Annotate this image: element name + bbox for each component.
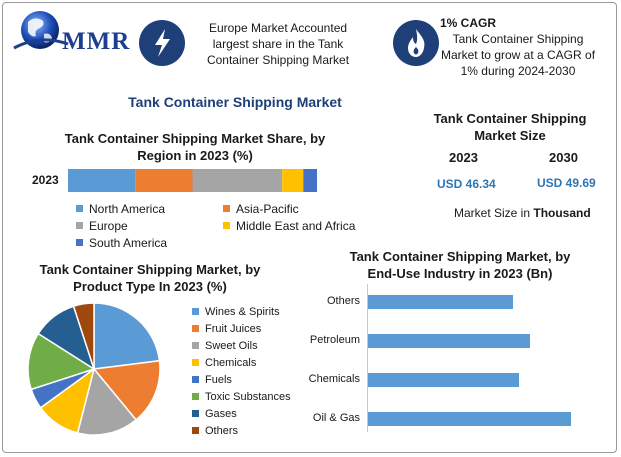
product-pie-chart xyxy=(27,302,161,436)
pie-legend-item: Others xyxy=(192,425,238,437)
legend-swatch xyxy=(223,205,230,213)
stack-segment-north-america xyxy=(68,169,136,192)
product-pie-title: Tank Container Shipping Market, by Produ… xyxy=(39,262,261,294)
cagr-text: Tank Container Shipping Market to grow a… xyxy=(440,32,596,78)
legend-swatch xyxy=(76,239,83,247)
market-size-title: Tank Container Shipping Market Size xyxy=(433,111,587,143)
market-size-value-2030: USD 49.69 xyxy=(537,176,596,190)
legend-swatch xyxy=(192,409,199,417)
region-callout: Europe Market Accounted largest share in… xyxy=(206,21,350,67)
main-title: Tank Container Shipping Market xyxy=(128,94,342,110)
pie-legend-label: Chemicals xyxy=(205,357,257,369)
legend-swatch xyxy=(76,205,83,213)
pie-legend-item: Sweet Oils xyxy=(192,340,258,352)
stack-segment-europe xyxy=(192,169,283,192)
end-use-category-label: Petroleum xyxy=(309,334,360,346)
pie-legend-label: Fuels xyxy=(205,374,232,386)
pie-slice-fruit-juices xyxy=(92,359,161,421)
cagr-title: 1% CAGR xyxy=(440,16,497,30)
market-size-year-2030: 2030 xyxy=(549,150,578,165)
end-use-bar-chemicals xyxy=(368,373,519,387)
pie-legend-label: Others xyxy=(205,425,239,437)
flame-icon xyxy=(393,20,439,66)
pie-legend-item: Fruit Juices xyxy=(192,323,261,335)
end-use-bar-oil-gas xyxy=(368,412,571,426)
region-chart-category: 2023 xyxy=(32,173,59,187)
stack-segment-south-america xyxy=(303,169,317,192)
pie-slice-toxic-substances xyxy=(27,332,96,391)
lightning-bolt-icon xyxy=(139,20,185,66)
end-use-axis-line xyxy=(367,284,368,432)
region-chart-title: Tank Container Shipping Market Share, by… xyxy=(64,131,326,163)
legend-asia-pacific: Asia-Pacific xyxy=(223,202,299,216)
legend-swatch xyxy=(192,358,199,366)
pie-legend-label: Gases xyxy=(205,408,237,420)
infographic-frame xyxy=(2,2,617,453)
legend-middle-east-africa: Middle East and Africa xyxy=(223,219,355,233)
end-use-category-label: Chemicals xyxy=(308,373,360,385)
logo-text: MMR xyxy=(62,28,131,55)
legend-swatch xyxy=(192,341,199,349)
end-use-bar-others xyxy=(368,295,513,309)
pie-legend-item: Gases xyxy=(192,408,237,420)
pie-legend-item: Fuels xyxy=(192,374,232,386)
legend-swatch xyxy=(192,392,199,400)
legend-north-america: North America xyxy=(76,202,165,216)
market-size-year-2023: 2023 xyxy=(449,150,478,165)
pie-slice-others xyxy=(72,302,95,370)
end-use-chart-title: Tank Container Shipping Market, by End-U… xyxy=(349,249,571,281)
end-use-category-label: Oil & Gas xyxy=(312,412,360,424)
pie-legend-item: Wines & Spirits xyxy=(192,306,280,318)
pie-slice-wines-spirits xyxy=(93,302,161,370)
legend-swatch xyxy=(192,324,199,332)
stack-segment-middle-east-and-africa xyxy=(282,169,304,192)
pie-slice-sweet-oils xyxy=(76,367,138,436)
legend-swatch xyxy=(192,375,199,383)
pie-legend-label: Fruit Juices xyxy=(205,323,262,335)
legend-europe: Europe xyxy=(76,219,128,233)
region-stacked-bar xyxy=(68,169,317,192)
legend-south-america: South America xyxy=(76,236,167,250)
globe-logo-icon xyxy=(13,11,69,50)
pie-legend-item: Toxic Substances xyxy=(192,391,291,403)
legend-swatch xyxy=(76,222,83,230)
stack-segment-asia-pacific xyxy=(135,169,193,192)
legend-swatch xyxy=(192,307,199,315)
end-use-bar-petroleum xyxy=(368,334,531,348)
pie-legend-label: Toxic Substances xyxy=(205,391,291,403)
market-size-note: Market Size in Thousand xyxy=(454,206,591,220)
pie-legend-item: Chemicals xyxy=(192,357,256,369)
end-use-category-label: Others xyxy=(326,295,360,307)
market-size-value-2023: USD 46.34 xyxy=(437,177,496,191)
legend-swatch xyxy=(223,222,230,230)
pie-legend-label: Sweet Oils xyxy=(205,340,258,352)
pie-legend-label: Wines & Spirits xyxy=(205,306,280,318)
legend-swatch xyxy=(192,426,199,434)
